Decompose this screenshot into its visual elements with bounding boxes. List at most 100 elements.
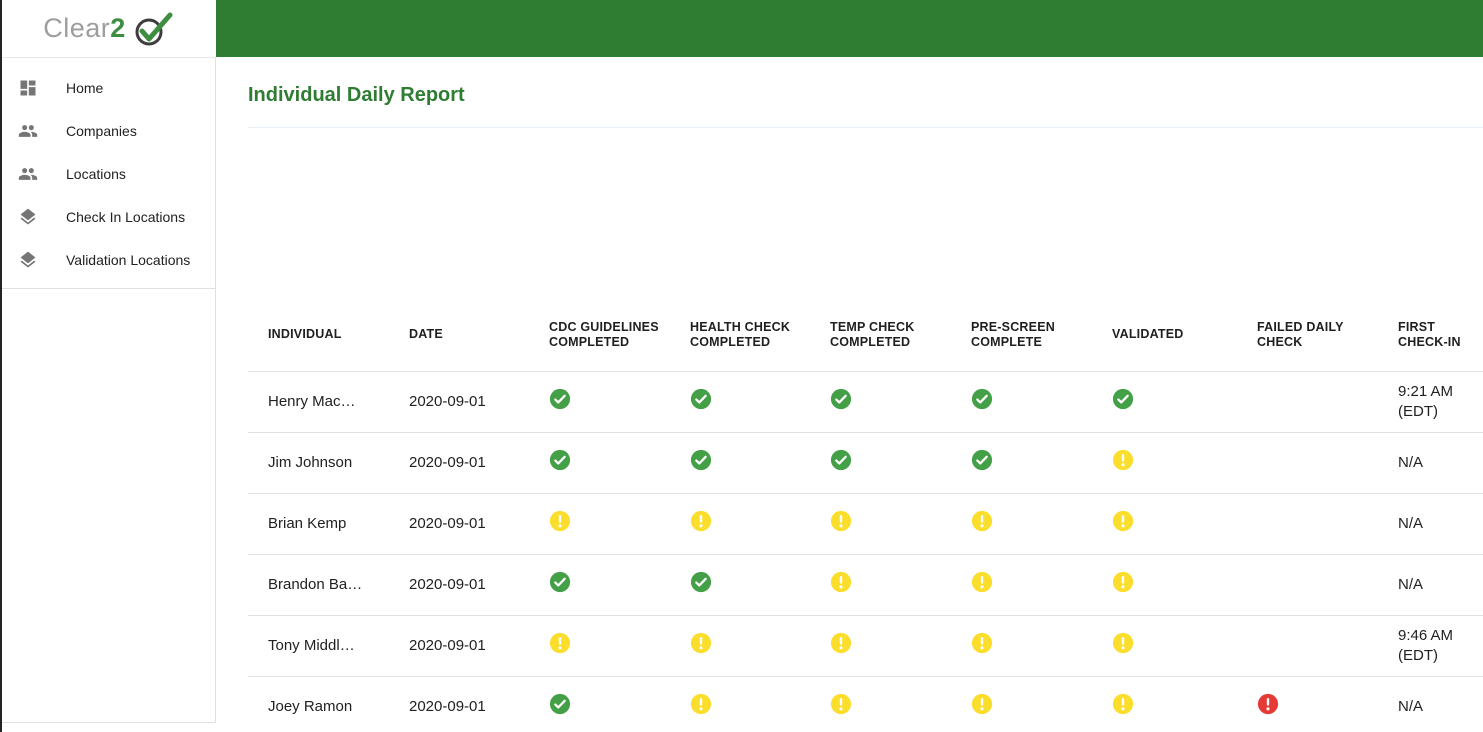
status-warning-icon <box>971 693 993 715</box>
status-warning-icon <box>971 632 993 654</box>
date-cell: 2020-09-01 <box>389 575 529 595</box>
date-text: 2020-09-01 <box>409 393 486 410</box>
status-warning-icon <box>830 510 852 532</box>
sidebar-item-home[interactable]: Home <box>0 66 215 109</box>
first-check-in-text: 9:21 AM (EDT) <box>1398 383 1454 420</box>
status-pass-icon <box>549 693 571 715</box>
dashboard-icon <box>18 78 38 98</box>
status-pass-icon <box>971 388 993 410</box>
status-warning-icon <box>1112 632 1134 654</box>
sidebar-item-validation-locations[interactable]: Validation Locations <box>0 238 215 281</box>
status-warning-icon <box>830 571 852 593</box>
sidebar-item-companies[interactable]: Companies <box>0 109 215 152</box>
individual-text: Joey Ramon <box>268 698 353 715</box>
first-check-in-text: N/A <box>1398 698 1424 715</box>
cdc-guidelines-status-cell <box>529 510 670 538</box>
people-icon <box>18 164 38 184</box>
sidebar-item-locations[interactable]: Locations <box>0 152 215 195</box>
column-header-individual: INDIVIDUAL <box>268 327 342 341</box>
cdc-guidelines-status-cell <box>529 632 670 660</box>
status-pass-icon <box>690 388 712 410</box>
first-check-in-cell: N/A <box>1378 697 1483 717</box>
health-check-status-cell <box>670 632 810 660</box>
date-cell: 2020-09-01 <box>389 453 529 473</box>
cdc-guidelines-status-cell <box>529 449 670 477</box>
column-header-pre-screen-complete: PRE-SCREEN COMPLETE <box>971 319 1055 349</box>
window-edge <box>0 0 2 732</box>
sidebar-item-label: Check In Locations <box>66 208 186 225</box>
column-header-temp-check-completed: TEMP CHECK COMPLETED <box>830 319 915 349</box>
sidebar-item-label: Companies <box>66 122 137 139</box>
temp-check-status-cell <box>810 449 951 477</box>
cdc-guidelines-status-cell <box>529 693 670 721</box>
sidebar-item-label: Locations <box>66 165 126 182</box>
first-check-in-text: N/A <box>1398 454 1424 471</box>
sidebar-item-check-in-locations[interactable]: Check In Locations <box>0 195 215 238</box>
people-icon <box>18 121 38 141</box>
brand-name-accent: 2 <box>110 13 126 43</box>
main-content: Individual Daily Report INDIVIDUAL DATE … <box>216 57 1483 732</box>
date-cell: 2020-09-01 <box>389 514 529 534</box>
individual-text: Brian Kemp <box>268 515 347 532</box>
sidebar-nav: Home Companies Locations Check In Locati… <box>0 66 215 281</box>
validated-status-cell <box>1092 510 1237 538</box>
health-check-status-cell <box>670 571 810 599</box>
health-check-status-cell <box>670 388 810 416</box>
status-warning-icon <box>1112 510 1134 532</box>
individual-cell: Henry Mac… <box>248 392 389 412</box>
table-body: Henry Mac… 2020-09-01 9:21 AM (EDT) Jim Joh… <box>248 372 1483 732</box>
first-check-in-cell: N/A <box>1378 453 1483 473</box>
table-row: Brian Kemp 2020-09-01 N/A <box>248 494 1483 555</box>
pre-screen-status-cell <box>951 571 1092 599</box>
status-pass-icon <box>1112 388 1134 410</box>
status-warning-icon <box>690 510 712 532</box>
first-check-in-cell: 9:21 AM (EDT) <box>1378 382 1483 422</box>
table-header-row: INDIVIDUAL DATE CDC GUIDELINES COMPLETED… <box>248 302 1483 372</box>
date-text: 2020-09-01 <box>409 515 486 532</box>
individual-cell: Brian Kemp <box>248 514 389 534</box>
temp-check-status-cell <box>810 693 951 721</box>
individual-cell: Joey Ramon <box>248 697 389 717</box>
pre-screen-status-cell <box>951 510 1092 538</box>
title-divider <box>248 127 1483 128</box>
status-warning-icon <box>971 510 993 532</box>
individual-text: Tony Middl… <box>268 637 355 654</box>
date-cell: 2020-09-01 <box>389 636 529 656</box>
cdc-guidelines-status-cell <box>529 388 670 416</box>
date-cell: 2020-09-01 <box>389 697 529 717</box>
first-check-in-cell: N/A <box>1378 575 1483 595</box>
status-warning-icon <box>830 693 852 715</box>
table-row: Jim Johnson 2020-09-01 N/A <box>248 433 1483 494</box>
pre-screen-status-cell <box>951 449 1092 477</box>
health-check-status-cell <box>670 510 810 538</box>
status-warning-icon <box>1112 693 1134 715</box>
top-app-bar <box>216 0 1483 57</box>
individual-cell: Jim Johnson <box>248 453 389 473</box>
table-row: Joey Ramon 2020-09-01 N/A <box>248 677 1483 732</box>
date-cell: 2020-09-01 <box>389 392 529 412</box>
layers-icon <box>18 207 38 227</box>
failed-daily-check-status-cell <box>1237 693 1378 721</box>
status-pass-icon <box>549 571 571 593</box>
health-check-status-cell <box>670 693 810 721</box>
status-warning-icon <box>1112 571 1134 593</box>
column-header-first-check-in: FIRST CHECK-IN <box>1398 319 1461 349</box>
status-warning-icon <box>690 632 712 654</box>
column-header-cdc-guidelines-completed: CDC GUIDELINES COMPLETED <box>549 319 659 349</box>
layers-icon <box>18 250 38 270</box>
column-header-date: DATE <box>409 327 443 341</box>
first-check-in-cell: 9:46 AM (EDT) <box>1378 626 1483 666</box>
table-row: Henry Mac… 2020-09-01 9:21 AM (EDT) <box>248 372 1483 433</box>
temp-check-status-cell <box>810 632 951 660</box>
status-warning-icon <box>830 632 852 654</box>
status-pass-icon <box>971 449 993 471</box>
first-check-in-text: N/A <box>1398 576 1424 593</box>
temp-check-status-cell <box>810 510 951 538</box>
first-check-in-text: 9:46 AM (EDT) <box>1398 627 1454 664</box>
column-header-validated: VALIDATED <box>1112 327 1184 341</box>
column-header-failed-daily-check: FAILED DAILY CHECK <box>1257 319 1344 349</box>
date-text: 2020-09-01 <box>409 698 486 715</box>
pre-screen-status-cell <box>951 388 1092 416</box>
individual-daily-report-table: INDIVIDUAL DATE CDC GUIDELINES COMPLETED… <box>248 302 1483 732</box>
status-pass-icon <box>690 449 712 471</box>
